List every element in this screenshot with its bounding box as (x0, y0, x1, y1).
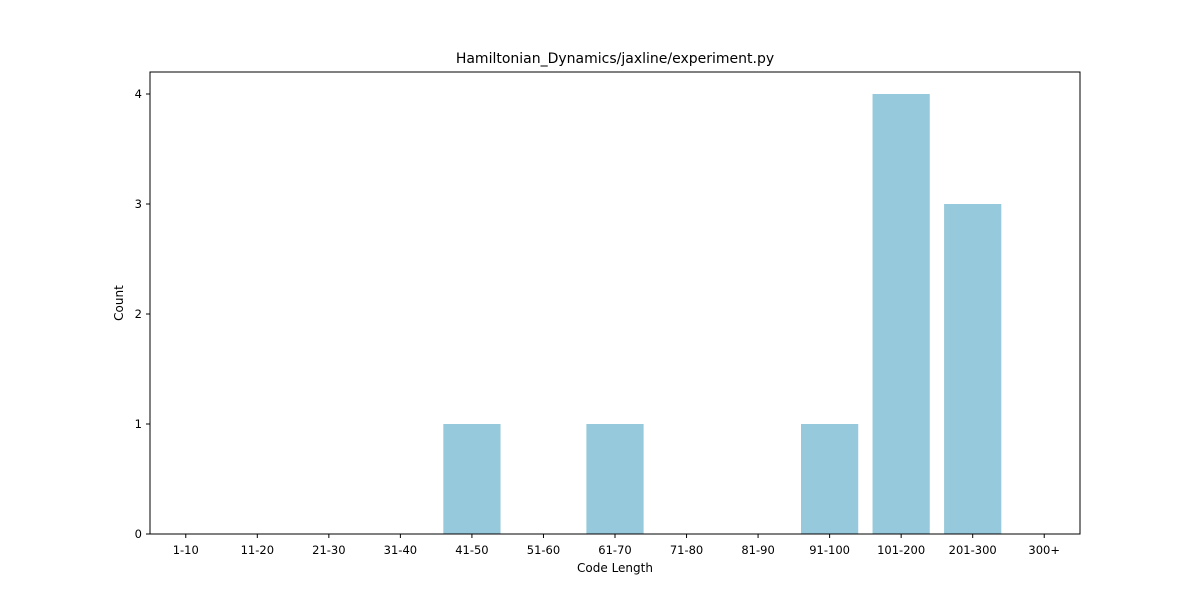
bar-201-300 (944, 204, 1001, 534)
x-tick-label: 71-80 (670, 543, 703, 557)
x-tick-label: 300+ (1028, 543, 1060, 557)
y-tick-label: 3 (135, 197, 142, 211)
x-tick-label: 61-70 (598, 543, 631, 557)
y-axis-label: Count (112, 285, 126, 321)
x-tick-label: 11-20 (241, 543, 274, 557)
bar-41-50 (443, 424, 500, 534)
y-tick-label: 4 (135, 87, 142, 101)
chart-title: Hamiltonian_Dynamics/jaxline/experiment.… (456, 51, 774, 67)
x-axis: 1-10 11-20 21-30 31-40 41-50 51-60 61-70 71-80 8… (173, 534, 1060, 557)
x-tick-label: 91-100 (809, 543, 850, 557)
x-axis-label: Code Length (577, 561, 653, 575)
x-tick-label: 81-90 (741, 543, 774, 557)
x-tick-label: 51-60 (527, 543, 560, 557)
bar-91-100 (801, 424, 858, 534)
y-tick-label: 2 (135, 307, 142, 321)
x-tick-label: 21-30 (312, 543, 345, 557)
bar-61-70 (586, 424, 643, 534)
x-tick-label: 1-10 (173, 543, 199, 557)
x-tick-label: 31-40 (384, 543, 417, 557)
y-axis: 0 1 2 3 4 (135, 87, 150, 541)
x-tick-label: 41-50 (455, 543, 488, 557)
y-tick-label: 0 (135, 527, 142, 541)
y-tick-label: 1 (135, 417, 142, 431)
x-tick-label: 201-300 (949, 543, 997, 557)
bars-group (443, 94, 1001, 534)
x-tick-label: 101-200 (877, 543, 925, 557)
bar-101-200 (873, 94, 930, 534)
